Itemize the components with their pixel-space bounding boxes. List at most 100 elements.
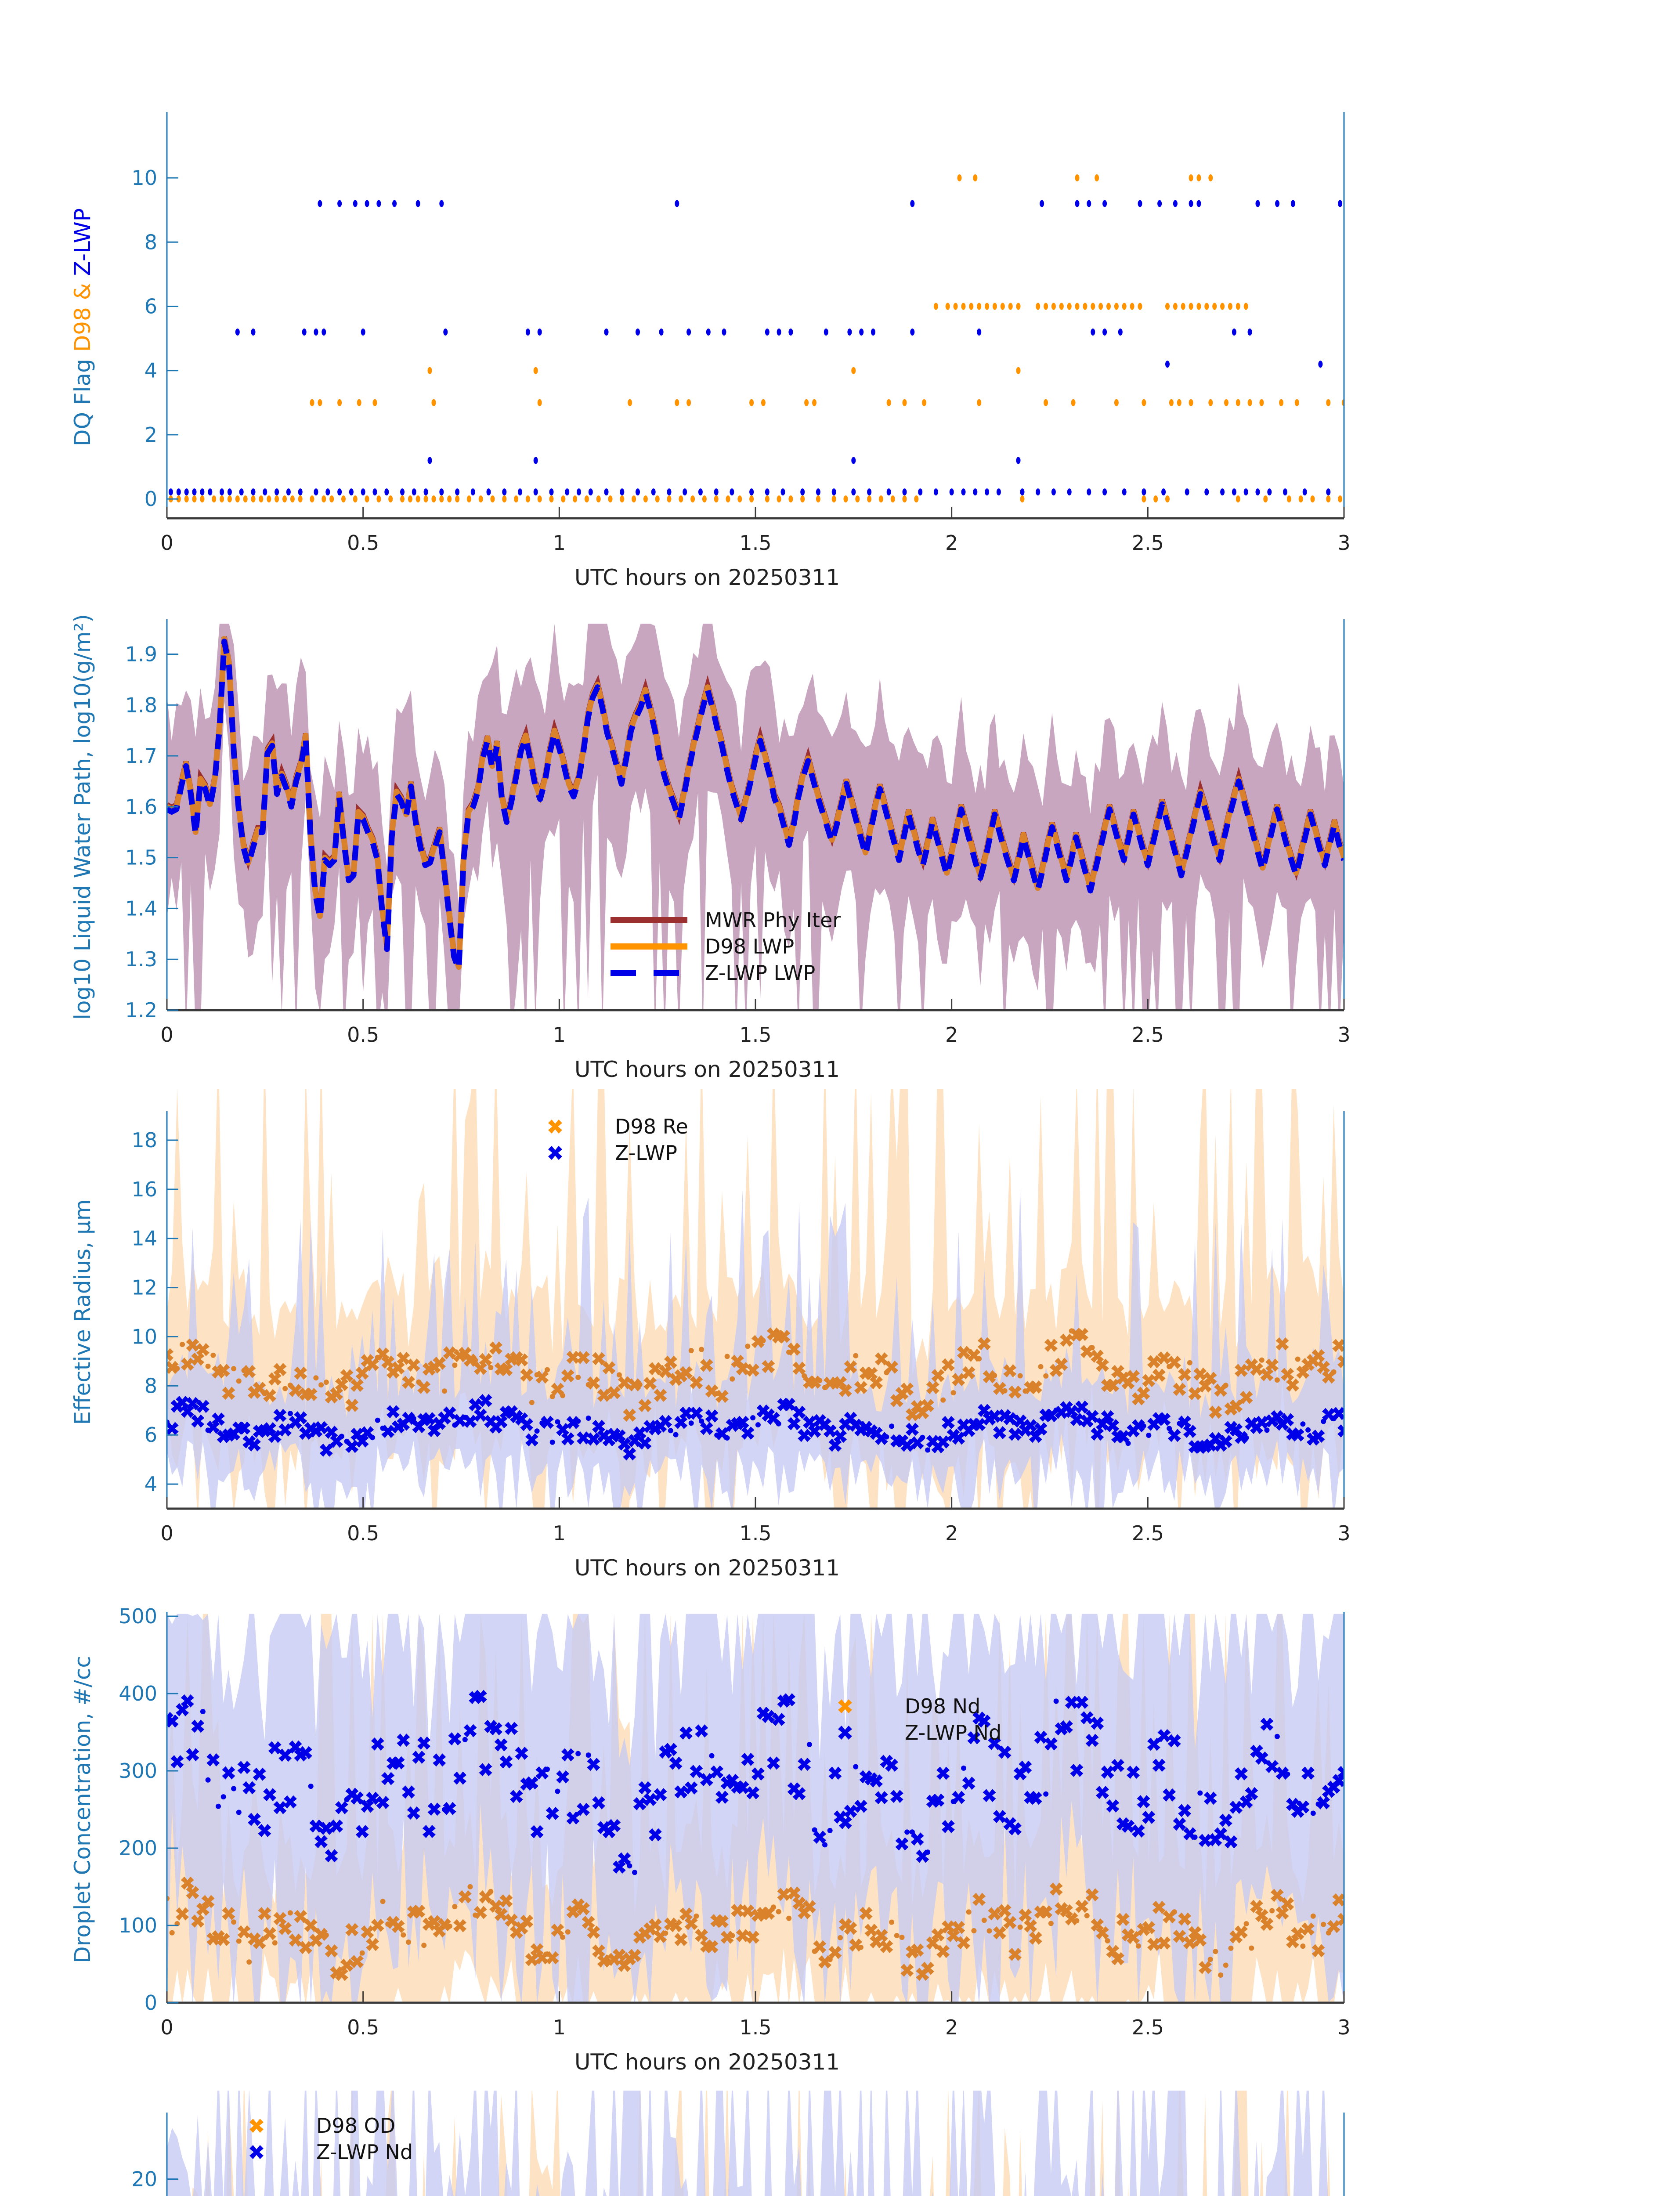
x-tick-label: 2 xyxy=(945,2015,958,2039)
series-z-lwp xyxy=(168,200,1343,496)
y-tick-label: 10 xyxy=(131,166,157,190)
panel-1-svg: 0 2 4 6 8 10 0 0.5 1 1.5 2 2.5 3 UTC hours on 2025031… xyxy=(70,112,1351,590)
plot-area xyxy=(167,1089,1344,1509)
x-tick-label: 3 xyxy=(1337,2015,1350,2039)
x-tick-label: 2.5 xyxy=(1132,1023,1164,1047)
x-tick-label: 1.5 xyxy=(739,1521,771,1545)
x-tick-label: 3 xyxy=(1337,1521,1350,1545)
series-z-lwp-lwp xyxy=(167,639,1344,972)
series-z-lwp xyxy=(167,1394,1344,1461)
y-tick-label: 10 xyxy=(131,1325,157,1348)
y-tick-label: 400 xyxy=(119,1682,157,1705)
x-tick-label: 1 xyxy=(553,531,566,555)
y-tick-label: 0 xyxy=(145,487,157,511)
x-tick-label: 0.5 xyxy=(347,2015,379,2039)
x-tick-label: 1 xyxy=(553,1521,566,1545)
legend-label: D98 OD xyxy=(316,2114,395,2138)
x-axis-label: UTC hours on 20250311 xyxy=(574,1057,840,1082)
panel-4: 0 100 200 300 400 500 0 0.5 1 1.5 2 2.5 3 UTC hours o… xyxy=(0,1581,1680,2095)
y-tick-label: 1.6 xyxy=(125,795,157,819)
y-tick-label: 12 xyxy=(131,1276,157,1300)
y-tick-label: 1.4 xyxy=(125,896,157,920)
y-tick-label: 6 xyxy=(145,294,157,318)
y-axis-label: DQ Flag D98 & Z-LWP xyxy=(70,208,95,446)
band-z-lwp xyxy=(167,2091,1328,2196)
panel-2: 1.2 1.3 1.4 1.5 1.6 1.7 1.8 1.9 0 0.5 1 1.5 2 2.5 3 UTC… xyxy=(0,593,1680,1098)
y-tick-label: 4 xyxy=(145,1472,157,1496)
y-tick-label: 8 xyxy=(145,1374,157,1398)
x-tick-label: 1.5 xyxy=(739,2015,771,2039)
x-tick-label: 2.5 xyxy=(1132,1521,1164,1545)
x-tick-label: 0 xyxy=(160,531,173,555)
y-tick-label: 1.3 xyxy=(125,947,157,971)
legend-label: Z-LWP Nd xyxy=(316,2140,413,2164)
x-tick-label: 0.5 xyxy=(347,1521,379,1545)
series-d98 xyxy=(167,1876,1344,1981)
x-tick-label: 1 xyxy=(553,2015,566,2039)
plot-area xyxy=(167,624,1344,1010)
x-axis-label: UTC hours on 20250311 xyxy=(574,565,840,590)
x-tick-label: 0.5 xyxy=(347,531,379,555)
band-d98 xyxy=(192,2091,1330,2196)
y-tick-label: 1.9 xyxy=(125,642,157,666)
legend: MWR Phy Iter D98 LWP Z-LWP LWP xyxy=(611,908,841,985)
panel-3: 4 6 8 10 12 14 16 18 0 0.5 1 1.5 2 2.5 3 UTC hours on 2… xyxy=(0,1089,1680,1599)
y-tick-label: 100 xyxy=(119,1914,157,1937)
y-tick-label: 1.7 xyxy=(125,744,157,768)
plot-area xyxy=(167,2091,1330,2196)
legend: D98 Nd Z-LWP Nd xyxy=(838,1694,1001,1745)
series-z-lwp xyxy=(167,1690,1344,1875)
y-tick-label: 1.2 xyxy=(125,998,157,1022)
x-tick-label: 1.5 xyxy=(739,531,771,555)
series-d98 xyxy=(168,174,1344,503)
axes: 0 100 200 300 400 500 0 0.5 1 1.5 2 2.5 3 UTC hours o… xyxy=(70,1604,1351,2075)
y-tick-label: 6 xyxy=(145,1423,157,1447)
y-tick-label: 14 xyxy=(131,1227,157,1250)
x-tick-label: 0.5 xyxy=(347,1023,379,1047)
y-tick-label: 200 xyxy=(119,1836,157,1860)
x-tick-label: 2 xyxy=(945,1521,958,1545)
series-d98 xyxy=(167,1327,1344,1422)
x-tick-label: 3 xyxy=(1337,531,1350,555)
y-tick-label: 500 xyxy=(119,1604,157,1628)
x-tick-label: 0 xyxy=(160,2015,173,2039)
legend: D98 Re Z-LWP xyxy=(548,1115,688,1165)
svg-text:DQ Flag D98 & Z-LWP: DQ Flag D98 & Z-LWP xyxy=(70,208,95,446)
x-tick-label: 2.5 xyxy=(1132,531,1164,555)
plot-area xyxy=(168,174,1344,503)
legend-label: Z-LWP xyxy=(615,1141,677,1165)
x-tick-label: 0 xyxy=(160,1521,173,1545)
x-tick-label: 2.5 xyxy=(1132,2015,1164,2039)
x-tick-label: 3 xyxy=(1337,1023,1350,1047)
axes: 4 6 8 10 12 14 16 18 0 0.5 1 1.5 2 2.5 3 UTC hours on 2… xyxy=(70,1111,1351,1581)
x-tick-label: 2 xyxy=(945,531,958,555)
svg-text:log10 Liquid Water Path, log10: log10 Liquid Water Path, log10(g/m²) xyxy=(70,614,95,1020)
y-tick-label: 1.5 xyxy=(125,846,157,870)
x-axis-label: UTC hours on 20250311 xyxy=(574,2049,840,2075)
y-tick-label: 0 xyxy=(145,1991,157,2015)
plot-area xyxy=(167,1614,1344,2003)
axes: 0 2 4 6 8 10 0 0.5 1 1.5 2 2.5 3 UTC hours on 2025031… xyxy=(70,112,1351,590)
y-tick-label: 4 xyxy=(145,359,157,383)
legend: D98 ODZ-LWP Nd xyxy=(249,2114,413,2164)
panel-2-svg: 1.2 1.3 1.4 1.5 1.6 1.7 1.8 1.9 0 0.5 1 1.5 2 2.5 3 UTC… xyxy=(70,614,1351,1082)
legend-label: D98 Re xyxy=(615,1115,688,1138)
y-tick-label: 20 xyxy=(131,2167,157,2191)
legend-label: Z-LWP LWP xyxy=(705,961,815,985)
y-tick-label: 2 xyxy=(145,423,157,447)
y-tick-label: 1.8 xyxy=(125,693,157,717)
band-d98 xyxy=(167,1089,1344,1509)
y-tick-label: 8 xyxy=(145,230,157,254)
x-tick-label: 0 xyxy=(160,1023,173,1047)
legend-label: D98 LWP xyxy=(705,935,794,958)
panel-3-svg: 4 6 8 10 12 14 16 18 0 0.5 1 1.5 2 2.5 3 UTC hours on 2… xyxy=(70,1089,1351,1581)
y-axis-label: Droplet Concentration, #/cc xyxy=(70,1656,95,1963)
y-tick-label: 300 xyxy=(119,1759,157,1783)
y-axis-label: Effective Radius, μm xyxy=(70,1199,95,1425)
x-tick-label: 1 xyxy=(553,1023,566,1047)
band-z-lwp xyxy=(167,1614,1344,2003)
